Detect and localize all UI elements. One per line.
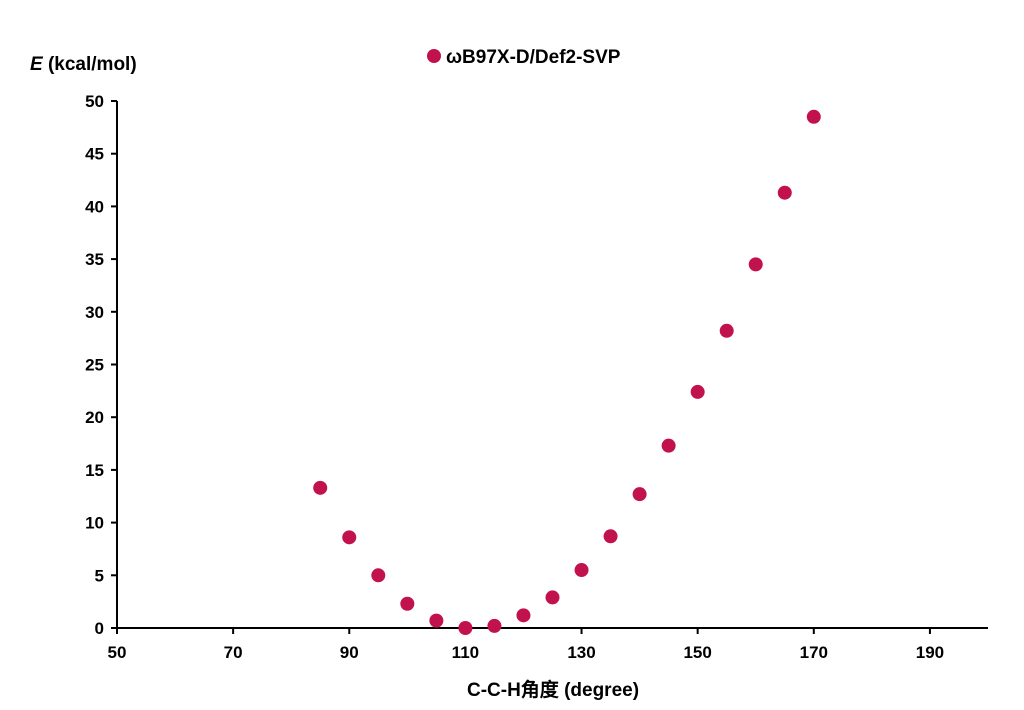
data-points xyxy=(313,109,821,635)
y-axis-title: E (kcal/mol) xyxy=(30,54,137,75)
y-tick-label: 40 xyxy=(85,197,104,216)
data-point xyxy=(487,618,502,633)
data-point xyxy=(719,323,734,338)
data-point xyxy=(516,608,531,623)
data-point xyxy=(342,530,357,545)
y-tick-label: 15 xyxy=(85,461,104,480)
data-point xyxy=(458,621,473,635)
data-point xyxy=(661,438,676,453)
y-axis-variable: E xyxy=(30,54,44,75)
data-point xyxy=(806,109,821,124)
y-tick-label: 30 xyxy=(85,303,104,322)
data-point xyxy=(371,568,386,583)
x-tick-label: 70 xyxy=(224,643,243,662)
data-point xyxy=(400,596,415,611)
data-point xyxy=(429,613,444,628)
data-point xyxy=(603,529,618,544)
data-point xyxy=(748,257,763,272)
data-point xyxy=(574,563,589,578)
data-point xyxy=(545,590,560,605)
x-tick-label: 190 xyxy=(916,643,944,662)
y-tick-label: 25 xyxy=(85,356,104,375)
legend: ωB97X-D/Def2-SVP xyxy=(427,47,621,68)
x-tick-label: 50 xyxy=(108,643,127,662)
data-point xyxy=(777,185,792,200)
legend-marker xyxy=(427,49,441,63)
y-tick-label: 10 xyxy=(85,514,104,533)
x-tick-label: 90 xyxy=(340,643,359,662)
legend-label: ωB97X-D/Def2-SVP xyxy=(446,47,621,68)
y-tick-label: 45 xyxy=(85,145,104,164)
data-point xyxy=(632,487,647,502)
x-tick-label: 150 xyxy=(683,643,711,662)
y-axis-unit: (kcal/mol) xyxy=(43,54,137,75)
data-point xyxy=(313,480,328,495)
x-axis-title: C-C-H角度 (degree) xyxy=(467,678,639,701)
x-tick-label: 170 xyxy=(800,643,828,662)
data-point xyxy=(690,384,705,399)
y-tick-label: 5 xyxy=(95,566,104,585)
y-tick-label: 50 xyxy=(85,92,104,111)
y-tick-label: 0 xyxy=(95,619,104,638)
y-tick-label: 20 xyxy=(85,408,104,427)
x-tick-label: 130 xyxy=(567,643,595,662)
y-tick-label: 35 xyxy=(85,250,104,269)
axes: 0 5 10 15 20 25 30 35 40 45 50 50 70 90 110 130 150 170 19… xyxy=(85,92,988,662)
x-tick-label: 110 xyxy=(452,643,479,662)
